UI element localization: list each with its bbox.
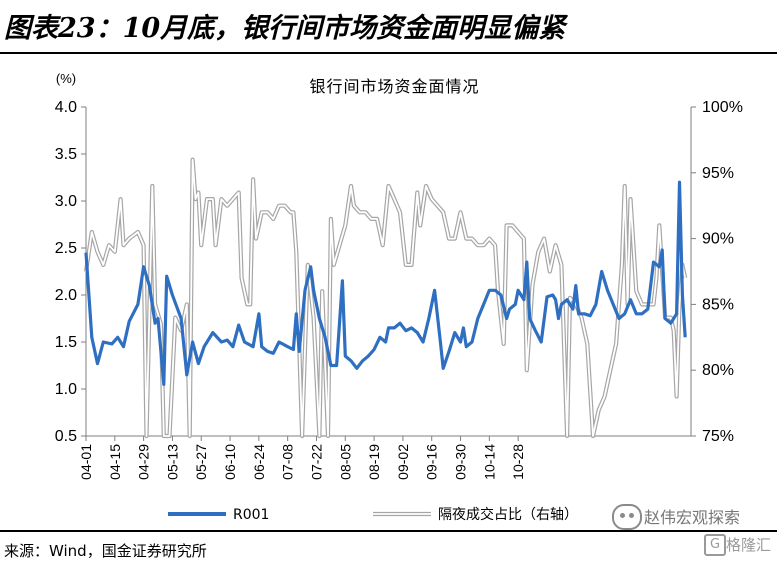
- x-axis-tick-label: 05-13: [164, 444, 180, 480]
- left-axis-tick-label: 3.0: [55, 193, 77, 210]
- left-axis-tick-label: 0.5: [55, 428, 77, 445]
- watermark-brand: 格隆汇: [726, 536, 772, 554]
- left-axis-unit: (%): [56, 71, 76, 86]
- right-axis-tick-label: 90%: [702, 231, 734, 248]
- chart-label-layer: 银行间市场资金面情况 (%) 0.5 1.0 1.5 2.0 2.5 3.0 3.5 4.0 75%…: [55, 71, 743, 480]
- chart-series-layer: [83, 157, 688, 439]
- right-axis-tick-label: 100%: [702, 99, 743, 116]
- left-axis-tick-label: 1.0: [55, 381, 77, 398]
- chart-title: 银行间市场资金面情况: [309, 77, 479, 96]
- legend-label-r001: R001: [233, 507, 269, 523]
- x-axis-tick-label: 06-24: [251, 444, 267, 480]
- right-axis-tick-label: 95%: [702, 165, 734, 182]
- x-axis-tick-label: 08-19: [366, 444, 382, 480]
- source-note: 来源：Wind，国金证券研究所: [4, 542, 207, 560]
- x-axis-tick-label: 09-02: [395, 444, 411, 480]
- x-axis-tick-label: 06-10: [222, 444, 238, 480]
- left-axis-tick-label: 4.0: [55, 99, 77, 116]
- watermark-account: 赵伟宏观探索: [644, 508, 741, 527]
- x-axis-tick-label: 04-15: [107, 444, 123, 480]
- series-line-overnight-share-outline: [83, 157, 688, 439]
- chart-legend: R001 隔夜成交占比（右轴）: [168, 506, 578, 523]
- series-line-overnight-share: [85, 158, 687, 437]
- header: 图表23：10月底，银行间市场资金面明显偏紧: [0, 0, 777, 54]
- left-axis-tick-label: 2.5: [55, 240, 77, 257]
- right-axis-tick-label: 80%: [702, 362, 734, 379]
- left-axis-tick-label: 2.0: [55, 287, 77, 304]
- x-axis-tick-label: 05-27: [193, 444, 209, 480]
- x-axis-tick-label: 08-05: [337, 444, 353, 480]
- right-axis-tick-label: 85%: [702, 296, 734, 313]
- x-axis-tick-label: 07-08: [280, 444, 296, 480]
- x-axis-tick-label: 07-22: [308, 444, 324, 480]
- x-axis-tick-label: 04-29: [136, 444, 152, 480]
- x-axis-tick-label: 04-01: [78, 444, 94, 480]
- left-axis-tick-label: 3.5: [55, 146, 77, 163]
- left-axis-tick-label: 1.5: [55, 334, 77, 351]
- legend-label-overnight: 隔夜成交占比（右轴）: [438, 506, 578, 523]
- x-axis-tick-label: 10-28: [510, 444, 526, 480]
- right-axis-tick-label: 75%: [702, 428, 734, 445]
- line-chart: 银行间市场资金面情况 (%) 0.5 1.0 1.5 2.0 2.5 3.0 3.5 4.0 75%…: [55, 71, 743, 523]
- brand-logo-icon: G: [704, 534, 726, 556]
- x-axis-tick-label: 09-30: [453, 444, 469, 480]
- watermark: 赵伟宏观探索 G 格隆汇: [612, 500, 774, 562]
- x-axis-tick-label: 10-14: [481, 444, 497, 480]
- series-line-r001: [84, 180, 687, 386]
- figure-title: 图表23：10月底，银行间市场资金面明显偏紧: [4, 13, 566, 44]
- x-axis-tick-label: 09-16: [424, 444, 440, 480]
- wechat-icon: [612, 504, 642, 530]
- footer: 来源：Wind，国金证券研究所: [0, 530, 777, 568]
